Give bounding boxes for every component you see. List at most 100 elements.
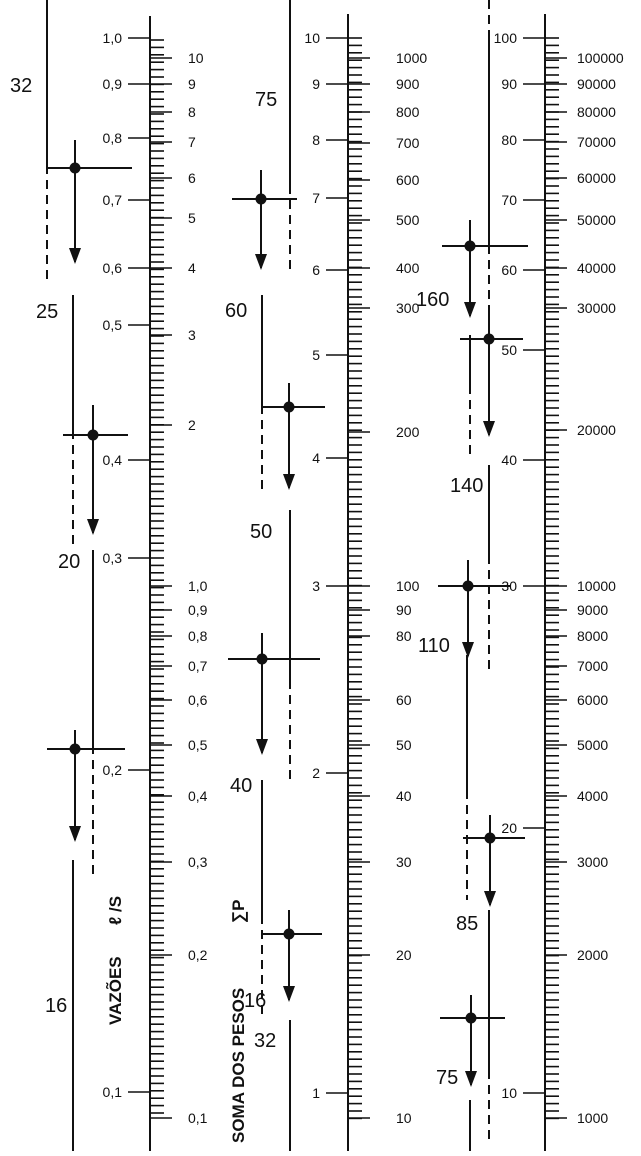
scale-label: 6 (188, 170, 196, 186)
scale-label: 1,0 (103, 30, 123, 46)
scale-label: 8 (312, 132, 320, 148)
intersection-point (255, 193, 267, 205)
pipe-diameter-label: 20 (58, 551, 80, 573)
flow-axis-unit: ℓ /S (106, 896, 125, 925)
scale-label: 10 (304, 30, 320, 46)
flow-axis-title-text: VAZÕES (105, 956, 125, 1025)
scale-label: 700 (396, 135, 420, 151)
pipe-diameter-label: 75 (255, 89, 277, 111)
scale-label: 4 (312, 450, 320, 466)
scale-label: 60000 (577, 170, 616, 186)
scale-label: 6 (312, 262, 320, 278)
intersection-point (69, 162, 81, 174)
pipe-diameter-label: 16 (45, 995, 67, 1017)
scale-label: 100000 (577, 50, 624, 66)
scale-label: 800 (396, 104, 420, 120)
scale-label: 7000 (577, 658, 608, 674)
scale-label: 1 (312, 1085, 320, 1101)
scale-label: 0,8 (103, 130, 123, 146)
scale-label: 50000 (577, 212, 616, 228)
scale-label: 10 (188, 50, 204, 66)
scale-label: 0,7 (188, 658, 208, 674)
scale-label: 3000 (577, 854, 608, 870)
scale-label: 0,5 (188, 737, 208, 753)
arrow-head (484, 891, 496, 907)
scale-label: 20 (396, 947, 412, 963)
scale-label: 4 (188, 260, 196, 276)
scale-label: 0,7 (103, 192, 123, 208)
arrow-head (69, 248, 81, 264)
intersection-point (483, 333, 495, 345)
scale-label: 600 (396, 172, 420, 188)
arrow-head (462, 642, 474, 658)
pipe-diameter-label: 25 (36, 301, 58, 323)
intersection-point (283, 401, 295, 413)
pipe-diameter-label: 75 (436, 1067, 458, 1089)
scale-label: 0,6 (188, 692, 208, 708)
scale-label: 200 (396, 424, 420, 440)
pipe-diameter-label: 16 (244, 990, 266, 1012)
scale-label: 0,1 (188, 1110, 208, 1126)
scale-label: 70 (501, 192, 517, 208)
arrow-head (87, 519, 99, 535)
scale-label: 5 (188, 210, 196, 226)
scale-label: 9 (188, 76, 196, 92)
scale-label: 0,4 (188, 788, 208, 804)
scale-label: 0,5 (103, 317, 123, 333)
scale-label: 0,1 (103, 1084, 123, 1100)
arrow-head (465, 1071, 477, 1087)
scale-label: 60 (501, 262, 517, 278)
scale-label: 50 (501, 342, 517, 358)
scale-label: 20 (501, 820, 517, 836)
weights-axis-title: SOMA DOS PESOS ∑P (229, 900, 248, 1143)
intersection-point (465, 1012, 477, 1024)
scale-label: 100 (396, 578, 420, 594)
scale-label: 0,9 (188, 602, 208, 618)
pipe-diameter-label: 32 (10, 75, 32, 97)
scale-label: 4000 (577, 788, 608, 804)
scale-label: 1000 (396, 50, 427, 66)
flow-axis-title: VAZÕES ℓ /S (105, 896, 125, 1025)
arrow-head (255, 254, 267, 270)
arrow-head (283, 986, 295, 1002)
scale-label: 5000 (577, 737, 608, 753)
scale-label: 7 (312, 190, 320, 206)
scale-label: 1,0 (188, 578, 208, 594)
scale-label: 50 (396, 737, 412, 753)
scale-label: 40 (501, 452, 517, 468)
scale-label: 2 (312, 765, 320, 781)
pipe-diameter-label: 85 (456, 913, 478, 935)
intersection-point (484, 832, 496, 844)
scale-label: 400 (396, 260, 420, 276)
pipe-diameter-label: 50 (250, 521, 272, 543)
arrow-head (69, 826, 81, 842)
intersection-point (462, 580, 474, 592)
arrow-head (283, 474, 295, 490)
scale-label: 7 (188, 134, 196, 150)
scale-label: 6000 (577, 692, 608, 708)
scale-label: 80000 (577, 104, 616, 120)
scale-label: 0,9 (103, 76, 123, 92)
scale-label: 3 (312, 578, 320, 594)
arrow-head (483, 421, 495, 437)
scale-label: 90 (501, 76, 517, 92)
pipe-diameter-label: 110 (418, 635, 450, 657)
scale-label: 20000 (577, 422, 616, 438)
scale-label: 40000 (577, 260, 616, 276)
scale-label: 60 (396, 692, 412, 708)
scale-label: 0,3 (188, 854, 208, 870)
scale-label: 2 (188, 417, 196, 433)
pipe-diameter-label: 140 (450, 475, 483, 497)
scale-label: 90 (396, 602, 412, 618)
scale-label: 5 (312, 347, 320, 363)
scale-label: 40 (396, 788, 412, 804)
pipe-diameter-label: 160 (416, 289, 449, 311)
scale-label: 80 (396, 628, 412, 644)
scale-label: 100 (494, 30, 518, 46)
intersection-point (464, 240, 476, 252)
pipe-diameter-label: 32 (254, 1030, 276, 1052)
arrow-head (256, 739, 268, 755)
scale-label: 90000 (577, 76, 616, 92)
